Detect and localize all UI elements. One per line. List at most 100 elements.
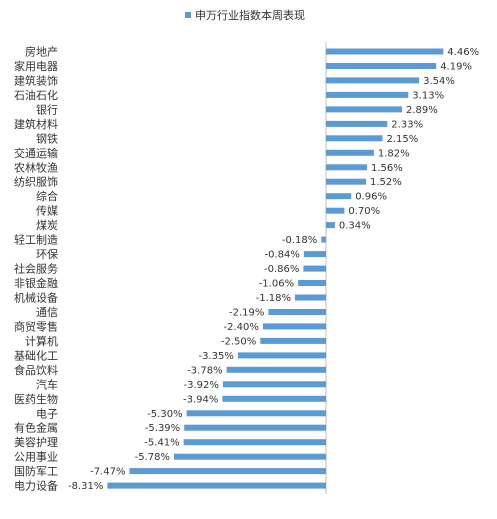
bar-8 xyxy=(326,164,367,171)
category-label-2: 建筑装饰 xyxy=(14,73,58,87)
value-label-14: -0.84% xyxy=(265,250,300,261)
value-label-11: 0.70% xyxy=(348,206,380,217)
category-label-6: 钢铁 xyxy=(36,132,58,145)
value-label-10: 0.96% xyxy=(355,192,387,203)
value-label-7: 1.82% xyxy=(378,148,410,159)
bar-14 xyxy=(303,251,326,258)
bar-30 xyxy=(107,482,327,489)
value-label-23: -3.92% xyxy=(184,380,219,391)
value-label-15: -0.86% xyxy=(264,264,299,275)
bar-5 xyxy=(326,120,388,127)
value-label-9: 1.52% xyxy=(370,177,402,188)
bar-16 xyxy=(298,280,326,286)
category-label-22: 食品饮料 xyxy=(14,363,58,377)
category-label-25: 电子 xyxy=(36,407,58,420)
value-label-5: 2.33% xyxy=(391,119,423,130)
value-label-16: -1.06% xyxy=(259,279,294,290)
value-label-0: 4.46% xyxy=(447,47,479,58)
bar-6 xyxy=(326,135,383,142)
bar-20 xyxy=(260,337,327,344)
category-label-26: 有色金属 xyxy=(14,421,58,435)
value-label-13: -0.18% xyxy=(282,235,317,246)
value-label-6: 2.15% xyxy=(387,134,419,145)
category-label-28: 公用事业 xyxy=(14,451,58,464)
value-label-4: 2.89% xyxy=(406,105,438,116)
bar-12 xyxy=(326,222,335,229)
legend-swatch xyxy=(185,12,191,18)
value-label-19: -2.40% xyxy=(224,322,259,333)
bar-19 xyxy=(262,323,326,330)
value-label-8: 1.56% xyxy=(371,163,403,174)
bar-28 xyxy=(174,453,326,460)
bar-0 xyxy=(326,48,444,55)
bar-23 xyxy=(222,381,326,388)
value-label-21: -3.35% xyxy=(199,351,234,362)
category-label-7: 交通运输 xyxy=(14,146,58,160)
bar-10 xyxy=(326,193,352,200)
bar-1 xyxy=(326,63,437,69)
value-label-20: -2.50% xyxy=(221,336,256,347)
bar-2 xyxy=(326,77,420,84)
bar-21 xyxy=(237,352,326,359)
bars xyxy=(107,48,444,489)
category-label-27: 美容护理 xyxy=(14,435,58,449)
bar-25 xyxy=(186,410,326,417)
category-label-3: 石油石化 xyxy=(14,88,58,102)
category-label-18: 通信 xyxy=(36,306,58,319)
value-label-28: -5.78% xyxy=(135,452,170,463)
category-label-30: 电力设备 xyxy=(14,479,58,493)
category-label-14: 环保 xyxy=(36,247,58,261)
category-label-13: 轻工制造 xyxy=(14,233,58,247)
category-label-10: 综合 xyxy=(36,189,58,203)
category-label-5: 建筑材料 xyxy=(14,117,58,131)
bar-18 xyxy=(268,309,326,315)
category-label-23: 汽车 xyxy=(36,377,58,391)
value-label-1: 4.19% xyxy=(440,62,472,73)
category-label-4: 银行 xyxy=(36,102,58,116)
category-label-1: 家用电器 xyxy=(14,59,58,73)
category-label-20: 计算机 xyxy=(25,334,58,348)
bar-27 xyxy=(183,439,326,446)
category-label-29: 国防军工 xyxy=(14,464,58,478)
value-label-24: -3.94% xyxy=(183,394,218,405)
value-label-3: 3.13% xyxy=(412,90,444,101)
category-labels: 房地产家用电器建筑装饰石油石化银行建筑材料钢铁交通运输农林牧渔纺织服饰综合传媒煤… xyxy=(14,45,58,493)
category-label-17: 机械设备 xyxy=(14,291,58,305)
category-label-15: 社会服务 xyxy=(14,262,58,276)
value-label-2: 3.54% xyxy=(423,76,455,87)
value-label-30: -8.31% xyxy=(68,481,103,492)
bar-7 xyxy=(326,149,374,156)
category-label-12: 煤炭 xyxy=(36,219,58,232)
category-label-8: 农林牧渔 xyxy=(14,160,58,174)
bar-15 xyxy=(303,265,326,272)
bar-24 xyxy=(222,395,326,402)
legend: 申万行业指数本周表现 xyxy=(185,8,305,22)
value-label-22: -3.78% xyxy=(187,365,222,376)
bar-29 xyxy=(129,468,326,475)
value-label-18: -2.19% xyxy=(229,308,264,319)
category-label-21: 基础化工 xyxy=(14,348,58,362)
value-label-26: -5.39% xyxy=(145,423,180,434)
category-label-24: 医药生物 xyxy=(14,392,58,406)
value-label-17: -1.18% xyxy=(256,293,291,304)
bar-3 xyxy=(326,91,409,98)
bar-17 xyxy=(295,294,326,301)
legend-label: 申万行业指数本周表现 xyxy=(195,8,305,22)
value-label-25: -5.30% xyxy=(147,409,182,420)
value-label-29: -7.47% xyxy=(90,467,125,478)
bar-26 xyxy=(184,424,326,431)
value-label-12: 0.34% xyxy=(339,221,371,232)
bar-4 xyxy=(326,106,402,113)
bar-9 xyxy=(326,178,366,185)
bar-13 xyxy=(321,236,326,243)
value-labels: 4.46% 4.19% 3.54% 3.13% 2.89% 2.33% 2.15% 1.82%… xyxy=(68,47,479,492)
bar-22 xyxy=(226,366,326,373)
category-label-11: 传媒 xyxy=(36,205,58,218)
category-label-0: 房地产 xyxy=(25,45,58,59)
bar-11 xyxy=(326,207,345,214)
value-label-27: -5.41% xyxy=(144,438,179,449)
category-label-9: 纺织服饰 xyxy=(14,175,58,189)
category-label-19: 商贸零售 xyxy=(14,319,58,333)
category-label-16: 非银金融 xyxy=(14,276,58,290)
